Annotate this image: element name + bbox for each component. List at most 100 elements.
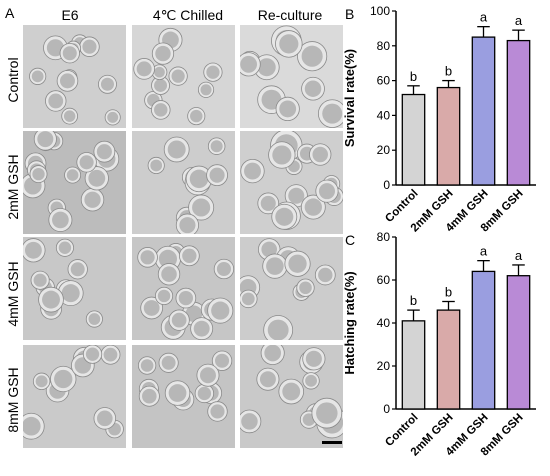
embryo-core xyxy=(144,300,160,316)
micrograph-tile xyxy=(132,25,235,128)
micrograph-tile xyxy=(240,237,343,340)
embryo-core xyxy=(190,110,202,122)
significance-letter: b xyxy=(445,285,452,300)
y-axis-label: Survival rate(%) xyxy=(342,49,357,147)
embryo-core xyxy=(242,293,255,306)
embryo-core xyxy=(32,70,44,82)
bar xyxy=(437,88,459,185)
micrograph-tile xyxy=(132,131,235,234)
micrograph-tile xyxy=(23,131,126,234)
embryo-core xyxy=(261,196,276,211)
y-axis-label: Hatching rate(%) xyxy=(342,271,357,374)
embryo-core xyxy=(154,67,165,78)
embryo-core xyxy=(282,383,300,401)
micrograph-tile xyxy=(240,345,343,448)
embryo-core xyxy=(137,61,152,76)
embryo-core xyxy=(305,198,322,215)
embryo-core xyxy=(97,411,113,427)
embryo-core xyxy=(198,387,211,400)
y-tick-label: 20 xyxy=(377,359,391,373)
embryo-core xyxy=(258,58,276,76)
embryo-core xyxy=(172,70,185,83)
embryo-core xyxy=(64,110,75,121)
embryo-core xyxy=(140,250,154,264)
embryo-core xyxy=(104,348,118,362)
significance-letter: a xyxy=(515,248,523,263)
embryo-core xyxy=(210,404,224,418)
embryo-core xyxy=(34,274,47,287)
embryo-core xyxy=(59,242,71,254)
embryo-core xyxy=(37,131,53,147)
y-tick-label: 60 xyxy=(377,74,391,88)
embryo-core xyxy=(305,375,317,387)
embryo-core xyxy=(60,73,75,88)
scale-bar xyxy=(322,441,342,444)
significance-letter: a xyxy=(480,244,488,259)
embryo-core xyxy=(279,34,298,53)
embryo-core xyxy=(179,291,193,305)
row-header-4mm-gsh: 4mM GSH xyxy=(5,239,21,349)
embryo-core xyxy=(107,112,118,123)
embryo-core xyxy=(312,147,327,162)
embryo-core xyxy=(71,262,85,276)
embryo-core xyxy=(211,301,229,319)
bar xyxy=(472,271,494,409)
embryo-core xyxy=(82,40,96,54)
embryo-core xyxy=(275,208,293,226)
embryo-core xyxy=(206,66,219,79)
embryo-core xyxy=(179,217,195,233)
embryo-core xyxy=(89,313,101,325)
embryo-core xyxy=(215,354,229,368)
y-tick-label: 100 xyxy=(370,4,390,18)
embryo-core xyxy=(84,192,100,208)
row-header-2mm-gsh: 2mM GSH xyxy=(5,132,21,242)
embryo-core xyxy=(155,46,170,61)
bar xyxy=(402,95,424,185)
significance-letter: b xyxy=(410,69,417,84)
embryo-core xyxy=(168,140,186,158)
embryo-core xyxy=(241,413,257,429)
y-tick-label: 0 xyxy=(383,402,390,416)
embryo-core xyxy=(36,375,48,387)
embryo-core xyxy=(272,145,291,164)
y-tick-label: 40 xyxy=(377,316,391,330)
embryo-core xyxy=(97,144,112,159)
embryo-core xyxy=(86,348,99,361)
embryo-core xyxy=(266,257,284,275)
embryo-core xyxy=(42,291,60,309)
embryo-core xyxy=(200,84,211,95)
embryo-core xyxy=(161,266,177,282)
embryo-core xyxy=(302,46,323,67)
embryo-core xyxy=(210,168,225,183)
embryo-core xyxy=(141,359,154,372)
embryo-core xyxy=(52,212,69,229)
embryo-core xyxy=(194,321,210,337)
embryo-core xyxy=(318,268,332,282)
micrograph-tile xyxy=(23,25,126,128)
significance-letter: a xyxy=(515,13,523,28)
micrograph-tile xyxy=(240,131,343,234)
significance-letter: b xyxy=(445,64,452,79)
row-header-control: Control xyxy=(5,25,21,135)
embryo-core xyxy=(54,370,72,388)
embryo-core xyxy=(288,255,306,273)
embryo-core xyxy=(319,183,335,199)
embryo-core xyxy=(268,320,289,340)
embryo-core xyxy=(306,351,322,367)
row-header-8mm-gsh: 8mM GSH xyxy=(5,345,21,455)
column-header-reculture: Re-culture xyxy=(240,7,340,23)
embryo-core xyxy=(169,384,187,402)
embryo-core xyxy=(32,168,44,180)
y-tick-label: 80 xyxy=(377,39,391,53)
embryo-core xyxy=(158,290,170,302)
bar xyxy=(507,41,529,185)
bar xyxy=(507,276,529,409)
embryo-core xyxy=(62,284,80,302)
embryo-core xyxy=(200,367,216,383)
embryo-core xyxy=(192,198,210,216)
micrograph-tile xyxy=(23,345,126,448)
panel-letter: C xyxy=(345,232,355,248)
embryo-core xyxy=(80,155,94,169)
